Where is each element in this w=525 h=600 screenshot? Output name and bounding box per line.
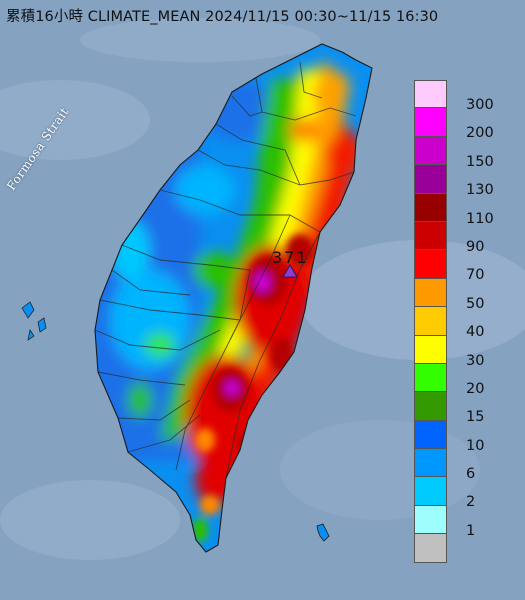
- legend-value: 20: [466, 380, 485, 397]
- legend-swatch: [414, 80, 447, 109]
- penghu-islands: [21, 301, 47, 341]
- legend-swatch: [414, 108, 447, 137]
- legend-value: 6: [466, 466, 476, 483]
- legend-value: 150: [466, 153, 494, 170]
- legend-swatch: [414, 392, 447, 421]
- legend-row: 15: [414, 392, 514, 425]
- legend-value: 2: [466, 494, 476, 511]
- legend-row: 1: [414, 505, 514, 539]
- precipitation-legend: 300 200 150 130 110 90 70 50 40 30 20 15 10 6 2 1: [414, 80, 514, 563]
- legend-value: 130: [466, 182, 494, 199]
- legend-value: 200: [466, 125, 494, 142]
- legend-swatch: [414, 505, 447, 535]
- legend-swatch: [414, 136, 447, 166]
- legend-swatch: [414, 335, 447, 364]
- legend-row: 2: [414, 477, 514, 510]
- legend-value: 70: [466, 267, 485, 284]
- legend-row: 300: [414, 80, 514, 113]
- map-title: 累積16小時 CLIMATE_MEAN 2024/11/15 00:30~11/…: [6, 9, 439, 25]
- legend-row: 70: [414, 250, 514, 283]
- legend-swatch: [414, 250, 447, 279]
- legend-row: 110: [414, 193, 514, 227]
- legend-swatch: [414, 477, 447, 506]
- legend-value: 40: [466, 324, 485, 341]
- legend-value: 110: [466, 210, 494, 227]
- legend-value: 30: [466, 352, 485, 369]
- legend-row: 50: [414, 278, 514, 312]
- legend-swatch: [414, 420, 447, 450]
- legend-swatch: [414, 165, 447, 194]
- legend-row: 90: [414, 221, 514, 255]
- legend-swatch: [414, 449, 447, 478]
- max-rainfall-triangle-icon: [282, 264, 298, 278]
- legend-swatch: [414, 221, 447, 251]
- legend-value: 90: [466, 238, 485, 255]
- legend-value: 1: [466, 522, 476, 539]
- legend-row: 150: [414, 136, 514, 170]
- legend-swatch: [414, 278, 447, 308]
- legend-row: 200: [414, 108, 514, 141]
- county-boundaries: [94, 61, 357, 479]
- legend-swatch: [414, 363, 447, 393]
- legend-row: 10: [414, 420, 514, 454]
- legend-value: 300: [466, 97, 494, 113]
- lanyu-island: [316, 523, 330, 542]
- legend-swatch: [414, 307, 447, 336]
- legend-row: 30: [414, 335, 514, 369]
- legend-row: [414, 534, 514, 563]
- max-rainfall-label: 371: [272, 248, 309, 267]
- legend-row: 20: [414, 363, 514, 397]
- legend-swatch: [414, 193, 447, 222]
- legend-row: 130: [414, 165, 514, 198]
- legend-value: 10: [466, 437, 485, 454]
- legend-value: 15: [466, 409, 485, 426]
- legend-row: 6: [414, 449, 514, 482]
- legend-row: 40: [414, 307, 514, 340]
- legend-swatch: [414, 534, 447, 563]
- legend-value: 50: [466, 295, 485, 312]
